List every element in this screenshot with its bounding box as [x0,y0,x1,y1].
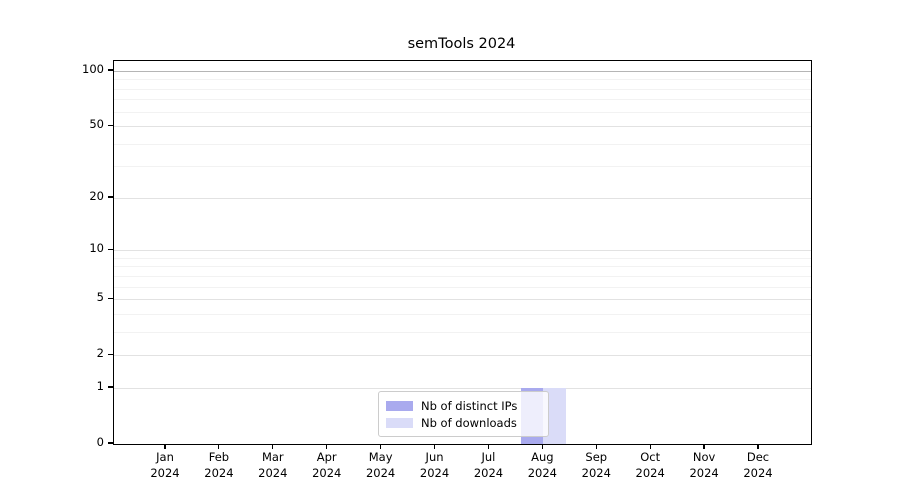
legend-swatch-downloads [386,417,413,428]
x-tick-label: Oct 2024 [635,450,665,480]
x-tick-label: Nov 2024 [689,450,719,480]
y-tick-label: 10 [89,241,104,256]
legend-item-downloads: Nb of downloads [386,416,541,430]
y-tick-label: 20 [89,188,104,203]
x-tick-label: Jan 2024 [150,450,180,480]
y-tick-label: 1 [96,378,104,393]
x-tick-mark [380,444,382,450]
gridline-minor [114,286,811,288]
x-tick-mark [218,444,220,450]
gridline-minor [114,275,811,277]
gridline-major [114,250,811,252]
gridline-minor [114,166,811,168]
legend-label-downloads: Nb of downloads [421,415,517,430]
chart-title: semTools 2024 [407,36,516,52]
x-tick-label: May 2024 [365,450,396,480]
gridline-major [114,387,811,389]
gridline-minor [114,88,811,90]
gridline-minor [114,143,811,145]
legend-swatch-distinct-ips [386,400,413,411]
gridline-minor [114,266,811,268]
gridline-major [114,299,811,301]
y-tick-mark [108,69,113,71]
gridline-major [114,126,811,128]
legend-item-distinct-ips: Nb of distinct IPs [386,399,541,413]
gridline-major [114,197,811,199]
x-tick-label: Mar 2024 [258,450,288,480]
y-tick-label: 2 [96,346,104,361]
y-tick-mark [108,297,113,299]
gridline-major [114,355,811,357]
gridline-minor [114,331,811,333]
x-tick-mark [703,444,705,450]
gridline-minor [114,257,811,259]
y-tick-mark [108,442,113,444]
x-tick-label: Dec 2024 [743,450,773,480]
gridline-major [114,71,811,72]
x-tick-mark [541,444,543,450]
gridline-minor [114,313,811,315]
y-tick-mark [108,196,113,198]
gridline-minor [114,99,811,101]
x-tick-label: Jul 2024 [473,450,504,480]
x-tick-label: Apr 2024 [312,450,342,480]
x-tick-label: Jun 2024 [419,450,450,480]
x-tick-mark [433,444,436,450]
y-tick-mark [108,353,113,355]
y-tick-mark [108,124,113,126]
y-tick-label: 0 [96,435,104,449]
legend-label-distinct-ips: Nb of distinct IPs [421,398,518,413]
x-tick-mark [649,444,651,450]
x-tick-label: Aug 2024 [527,450,557,480]
x-tick-label: Sep 2024 [581,450,611,480]
y-tick-label: 100 [82,62,104,76]
x-tick-mark [164,444,166,450]
y-tick-mark [108,248,113,250]
x-tick-mark [272,444,274,450]
x-tick-label: Feb 2024 [204,450,234,480]
plot-area [113,60,812,445]
y-tick-label: 5 [96,290,104,305]
x-tick-mark [757,444,759,450]
x-tick-mark [595,444,597,450]
y-tick-label: 50 [89,117,104,132]
gridline-minor [114,111,811,113]
x-tick-mark [326,444,328,450]
gridline-minor [114,79,811,81]
x-tick-mark [487,444,490,450]
legend: Nb of distinct IPs Nb of downloads [378,391,549,437]
y-tick-mark [108,386,113,388]
